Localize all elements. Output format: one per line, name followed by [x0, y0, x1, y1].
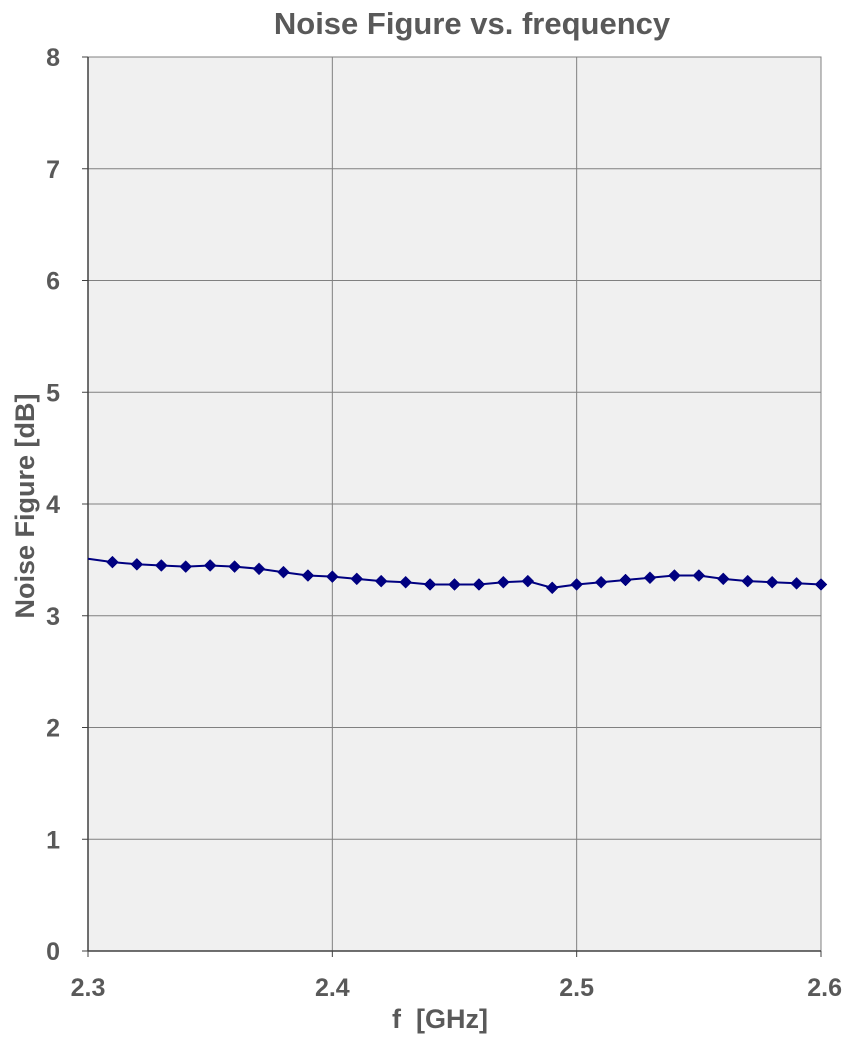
data-point-marker — [325, 570, 339, 583]
data-point-marker — [277, 565, 290, 579]
axes — [82, 56, 822, 957]
y-axis-label: Noise Figure [dB] — [10, 393, 40, 618]
data-point-marker — [521, 574, 535, 588]
data-point-marker — [423, 578, 437, 591]
data-point-marker — [154, 559, 168, 572]
y-tick-label: 6 — [46, 268, 60, 296]
data-point-marker — [692, 569, 706, 582]
x-tick-labels: 2.3 2.4 2.5 2.6 — [71, 974, 842, 1002]
data-point-marker — [472, 578, 486, 591]
data-point-marker — [106, 555, 119, 569]
data-point-marker — [741, 574, 755, 588]
y-tick-label: 3 — [46, 603, 60, 631]
data-point-marker — [350, 572, 364, 586]
data-point-marker — [130, 557, 144, 571]
gridlines — [88, 57, 821, 951]
data-point-marker — [643, 571, 657, 585]
data-point-marker — [228, 560, 241, 573]
y-tick-label: 1 — [46, 826, 60, 854]
y-tick-label: 7 — [46, 156, 60, 184]
data-point-marker — [570, 578, 584, 591]
x-tick-label: 2.6 — [807, 974, 842, 1002]
x-tick-label: 2.5 — [559, 974, 594, 1002]
chart-title: Noise Figure vs. frequency — [274, 6, 671, 41]
data-point-marker — [179, 560, 193, 573]
data-point-marker — [545, 581, 559, 595]
y-tick-label: 5 — [46, 379, 60, 407]
y-tick-label: 0 — [46, 938, 60, 966]
y-tick-label: 8 — [46, 44, 60, 72]
y-tick-labels: 0 1 2 3 4 5 6 7 8 — [46, 44, 60, 966]
x-tick-label: 2.4 — [315, 974, 350, 1002]
x-tick-label: 2.3 — [71, 974, 106, 1002]
data-point-marker — [374, 574, 388, 588]
data-point-marker — [301, 569, 315, 582]
data-point-marker — [594, 575, 608, 589]
data-point-marker — [765, 575, 779, 589]
data-point-marker — [448, 578, 461, 591]
data-point-marker — [668, 569, 681, 582]
y-tick-label: 4 — [46, 491, 60, 519]
data-point-marker — [252, 562, 266, 576]
data-point-marker — [716, 572, 730, 586]
data-point-marker — [814, 578, 828, 591]
data-point-marker — [790, 576, 803, 590]
data-point-marker — [619, 573, 632, 587]
y-tick-label: 2 — [46, 715, 60, 743]
data-point-marker — [399, 575, 412, 589]
data-point-marker — [203, 559, 217, 572]
data-point-marker — [497, 575, 510, 589]
series-group — [87, 555, 828, 595]
x-axis-label: f [GHz] — [392, 1004, 488, 1034]
